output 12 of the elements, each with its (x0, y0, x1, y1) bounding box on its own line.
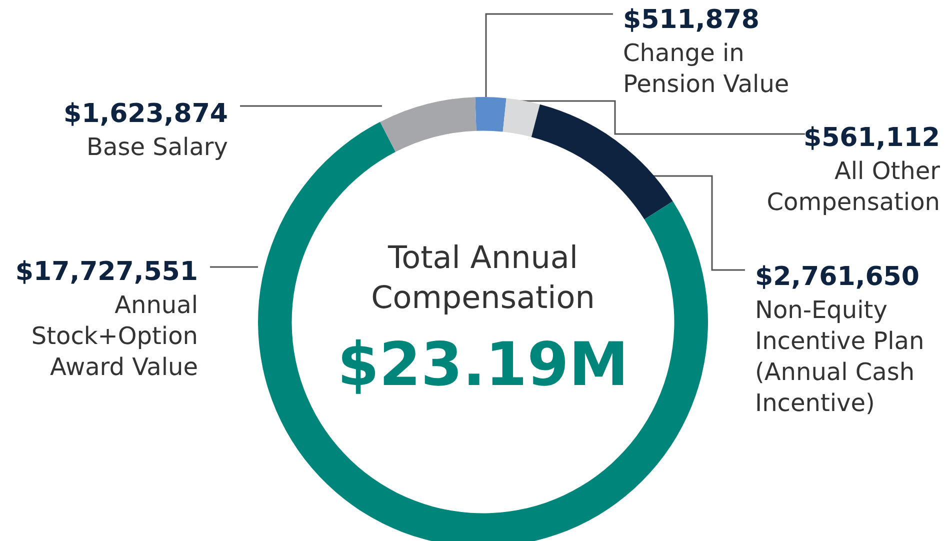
slice-label: All Other Compensation (766, 157, 940, 216)
data-label: $1,623,874 (64, 99, 228, 129)
slice-label: Non-Equity Incentive Plan (Annual Cash Incentive) (755, 296, 924, 417)
slice-label: Base Salary (86, 133, 228, 161)
data-label: $511,878 (623, 5, 760, 35)
slice-label: Change in Pension Value (623, 39, 790, 98)
slice-label: Annual Stock+Option Award Value (31, 291, 198, 381)
data-label: $561,112 (803, 123, 940, 153)
text: $23.19M (337, 330, 629, 400)
data-label: $17,727,551 (15, 257, 198, 287)
text: Total Annual Compensation (371, 240, 595, 316)
data-label: $2,761,650 (755, 262, 920, 292)
